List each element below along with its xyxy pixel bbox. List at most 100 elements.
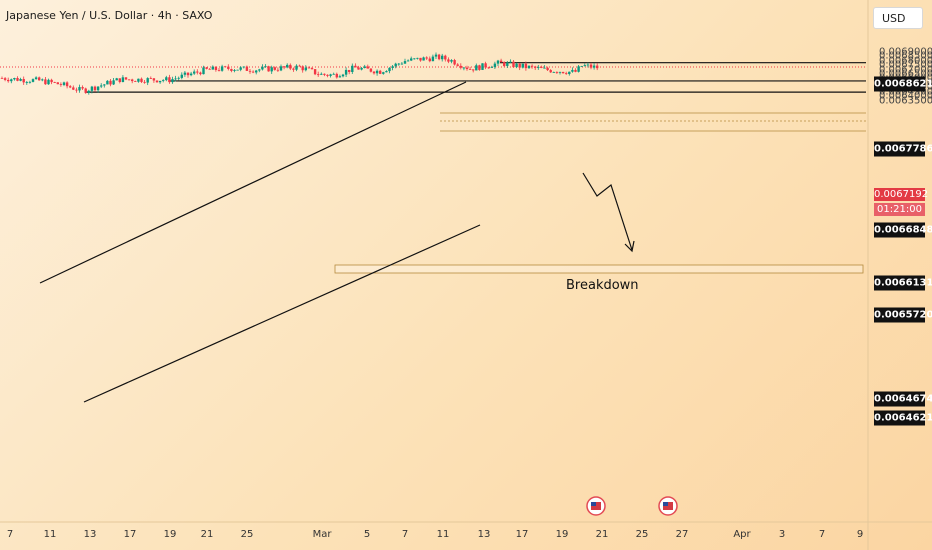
candle-body (317, 74, 320, 76)
candle-body (56, 82, 59, 85)
current-price-badge: 0.0067192 (874, 188, 929, 201)
candle-body (286, 64, 289, 68)
candle-body (518, 63, 521, 68)
support-3-badge: 0.0064674 (874, 391, 932, 407)
candle-body (106, 80, 109, 85)
candle-body (592, 65, 596, 68)
candle-body (453, 60, 456, 65)
date-tick-label: Apr (733, 529, 751, 540)
candle-body (276, 69, 280, 71)
candle-body (242, 66, 245, 68)
candle-body (103, 84, 106, 86)
candle-body (279, 66, 283, 71)
candle-body (261, 66, 264, 70)
candle-body (363, 66, 366, 69)
candle-body (295, 65, 298, 70)
candle-body (543, 67, 546, 69)
candle-body (506, 62, 509, 66)
candle-body (382, 72, 385, 74)
candle-body (503, 62, 506, 66)
candle-body (456, 64, 459, 66)
channel-upper-line (39, 81, 467, 284)
candle-body (499, 60, 503, 63)
candle-body (50, 79, 53, 83)
candle-body (326, 74, 329, 76)
candle-body (115, 78, 118, 81)
candle-body (512, 61, 515, 68)
support-2-badge: 0.0065720 (874, 307, 932, 323)
candle-body (137, 78, 140, 82)
date-tick-label: 17 (123, 529, 137, 540)
candle-body (493, 63, 497, 68)
candle-body (19, 79, 22, 81)
candle-body (310, 68, 314, 70)
candle-body (140, 78, 143, 82)
candle-body (540, 67, 543, 68)
price-tick-label: 0.0064000 (879, 90, 932, 102)
candle-body (515, 63, 518, 68)
candle-body (583, 65, 586, 67)
candle-body (530, 65, 534, 67)
candle-body (227, 66, 230, 69)
channel-lower-line (83, 224, 481, 403)
candle-body (171, 79, 174, 83)
candle-body (341, 74, 345, 77)
candle-body (90, 86, 94, 91)
candle-body (264, 66, 267, 68)
candle-body (549, 70, 552, 73)
candle-body (521, 63, 524, 68)
candle-body (568, 71, 571, 75)
candle-body (214, 66, 218, 70)
candle-body (87, 90, 90, 93)
candle-body (10, 79, 13, 82)
candle-body (155, 80, 159, 83)
candle-body (258, 69, 261, 71)
candle-body (596, 65, 599, 69)
candle-body (360, 68, 363, 70)
candle-body (217, 69, 221, 71)
candle-body (47, 79, 50, 85)
flag-canton-icon (591, 502, 596, 506)
candle-body (168, 77, 171, 83)
candle-body (127, 79, 131, 81)
candle-body (93, 86, 97, 91)
candle-body (199, 72, 202, 75)
candle-body (146, 78, 149, 83)
date-tick-label: 13 (477, 529, 491, 540)
candle-body (149, 78, 152, 79)
candle-body (78, 87, 81, 91)
candle-body (413, 58, 416, 60)
candle-body (186, 72, 190, 76)
candle-body (124, 77, 128, 80)
price-tick-label: 0.0067500 (879, 59, 932, 71)
candle-body (205, 67, 208, 69)
support-1-badge: 0.0066848 (874, 222, 932, 238)
candle-body (589, 64, 593, 68)
candle-body (245, 66, 249, 71)
candle-body (44, 79, 47, 85)
candle-body (332, 73, 335, 75)
candle-body (211, 66, 214, 70)
candle-body (38, 77, 41, 81)
candle-body (459, 65, 462, 68)
candle-body (385, 71, 388, 73)
candle-body (379, 70, 382, 74)
candle-body (236, 69, 239, 71)
candle-body (534, 66, 537, 68)
candle-body (75, 89, 78, 91)
candle-body (158, 80, 162, 83)
price-tick-label: 0.0067000 (879, 64, 932, 76)
candle-body (366, 66, 369, 69)
candle-body (400, 63, 404, 65)
candle-body (394, 63, 397, 67)
candle-body (72, 87, 75, 90)
candle-body (270, 67, 273, 72)
candle-body (273, 67, 276, 70)
candle-body (422, 57, 425, 61)
candle-body (555, 72, 559, 73)
candle-body (174, 78, 177, 80)
candle-body (338, 76, 342, 78)
currency-selector[interactable]: USD (873, 7, 923, 29)
